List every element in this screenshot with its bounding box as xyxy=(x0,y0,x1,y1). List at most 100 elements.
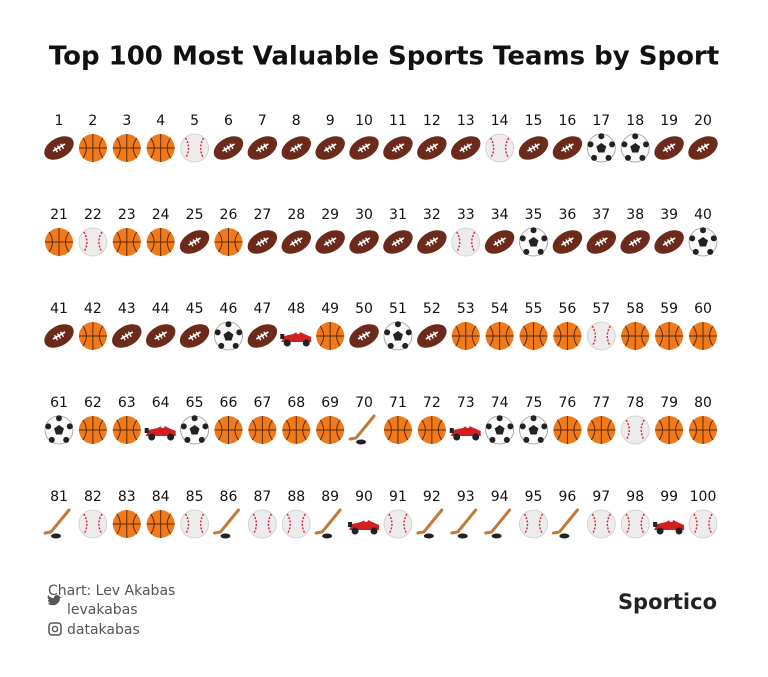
patch xyxy=(507,423,514,430)
lace xyxy=(664,146,669,153)
lace xyxy=(195,331,200,338)
car xyxy=(450,425,481,436)
sport-icon xyxy=(417,324,447,348)
sport-icon xyxy=(112,228,141,256)
sport-icon xyxy=(316,416,345,444)
car xyxy=(145,425,176,436)
sport-icon xyxy=(484,230,515,254)
sport-icon xyxy=(586,321,616,351)
rank-label: 34 xyxy=(491,207,509,223)
lace xyxy=(633,239,638,245)
rank-label: 35 xyxy=(525,207,543,223)
helmet xyxy=(465,424,470,428)
lace xyxy=(127,331,132,338)
ball xyxy=(620,415,650,445)
rank-label: 75 xyxy=(525,395,543,411)
puck xyxy=(491,533,502,539)
patch xyxy=(387,342,394,349)
sport-icon xyxy=(179,324,210,348)
patch xyxy=(632,133,639,140)
rank-label: 88 xyxy=(287,489,305,505)
seam xyxy=(218,419,239,441)
rank-label: 45 xyxy=(186,301,204,317)
lace xyxy=(226,145,231,151)
patch xyxy=(541,235,548,242)
puck xyxy=(51,533,61,539)
ball xyxy=(180,509,209,539)
rank-label: 8 xyxy=(292,113,301,129)
lace xyxy=(568,143,573,150)
sport-icon xyxy=(689,416,717,444)
wheel xyxy=(656,527,664,535)
lace xyxy=(395,239,401,245)
sport-icon xyxy=(620,509,650,539)
twitter-icon xyxy=(47,595,62,606)
puck xyxy=(559,533,570,539)
sport-icon xyxy=(689,322,717,350)
sport-icon xyxy=(112,324,142,348)
lace xyxy=(596,240,601,247)
rank-label: 19 xyxy=(660,113,678,129)
patch xyxy=(180,423,187,430)
patch xyxy=(523,248,530,255)
lace xyxy=(192,333,197,339)
rank-label: 72 xyxy=(423,395,441,411)
sport-icon xyxy=(281,136,311,160)
lace xyxy=(497,239,502,245)
lace xyxy=(429,145,434,151)
rank-label: 24 xyxy=(152,207,170,223)
sport-icon xyxy=(146,510,175,538)
patch xyxy=(692,248,699,255)
sport-icon xyxy=(349,136,379,160)
lace xyxy=(325,240,330,247)
lace xyxy=(463,145,468,151)
lace xyxy=(460,146,465,153)
lace xyxy=(297,237,302,244)
sport-icon xyxy=(78,322,107,350)
patch xyxy=(494,425,505,435)
stitch xyxy=(693,513,713,535)
lace xyxy=(192,239,197,245)
stitch xyxy=(184,137,205,159)
sport-icon xyxy=(519,227,548,257)
sport-icon xyxy=(417,230,447,254)
patch xyxy=(392,331,403,341)
lace xyxy=(59,331,65,338)
rank-label: 27 xyxy=(253,207,271,223)
credit: Chart: Lev Akabas xyxy=(48,583,175,599)
rank-label: 47 xyxy=(253,301,271,317)
sport-icon xyxy=(485,415,515,445)
sport-icon xyxy=(349,324,379,348)
rank-label: 73 xyxy=(457,395,475,411)
patch xyxy=(202,423,209,430)
sport-icon xyxy=(145,324,176,348)
lace xyxy=(53,334,59,341)
lace xyxy=(602,237,607,244)
lace xyxy=(500,237,505,244)
sport-icon xyxy=(553,322,582,350)
lace xyxy=(697,146,703,153)
lace xyxy=(361,239,367,245)
lace xyxy=(398,237,404,244)
sport-icon xyxy=(214,321,243,351)
rank-label: 77 xyxy=(592,395,610,411)
rank-label: 67 xyxy=(253,395,271,411)
lace xyxy=(257,334,262,341)
lace xyxy=(291,146,296,153)
seam xyxy=(319,325,341,347)
rank-label: 83 xyxy=(118,489,136,505)
rank-label: 79 xyxy=(660,395,678,411)
stick xyxy=(314,508,342,535)
rank-label: 65 xyxy=(186,395,204,411)
sport-icon xyxy=(417,416,446,444)
sport-icon xyxy=(247,324,278,348)
rank-label: 21 xyxy=(50,207,68,223)
ball xyxy=(78,227,108,257)
patch xyxy=(537,248,544,255)
sport-icon xyxy=(586,133,616,163)
sport-icon xyxy=(383,136,413,160)
wing xyxy=(449,428,454,433)
wheel xyxy=(167,433,175,441)
seam xyxy=(421,419,443,441)
patch xyxy=(609,141,616,148)
